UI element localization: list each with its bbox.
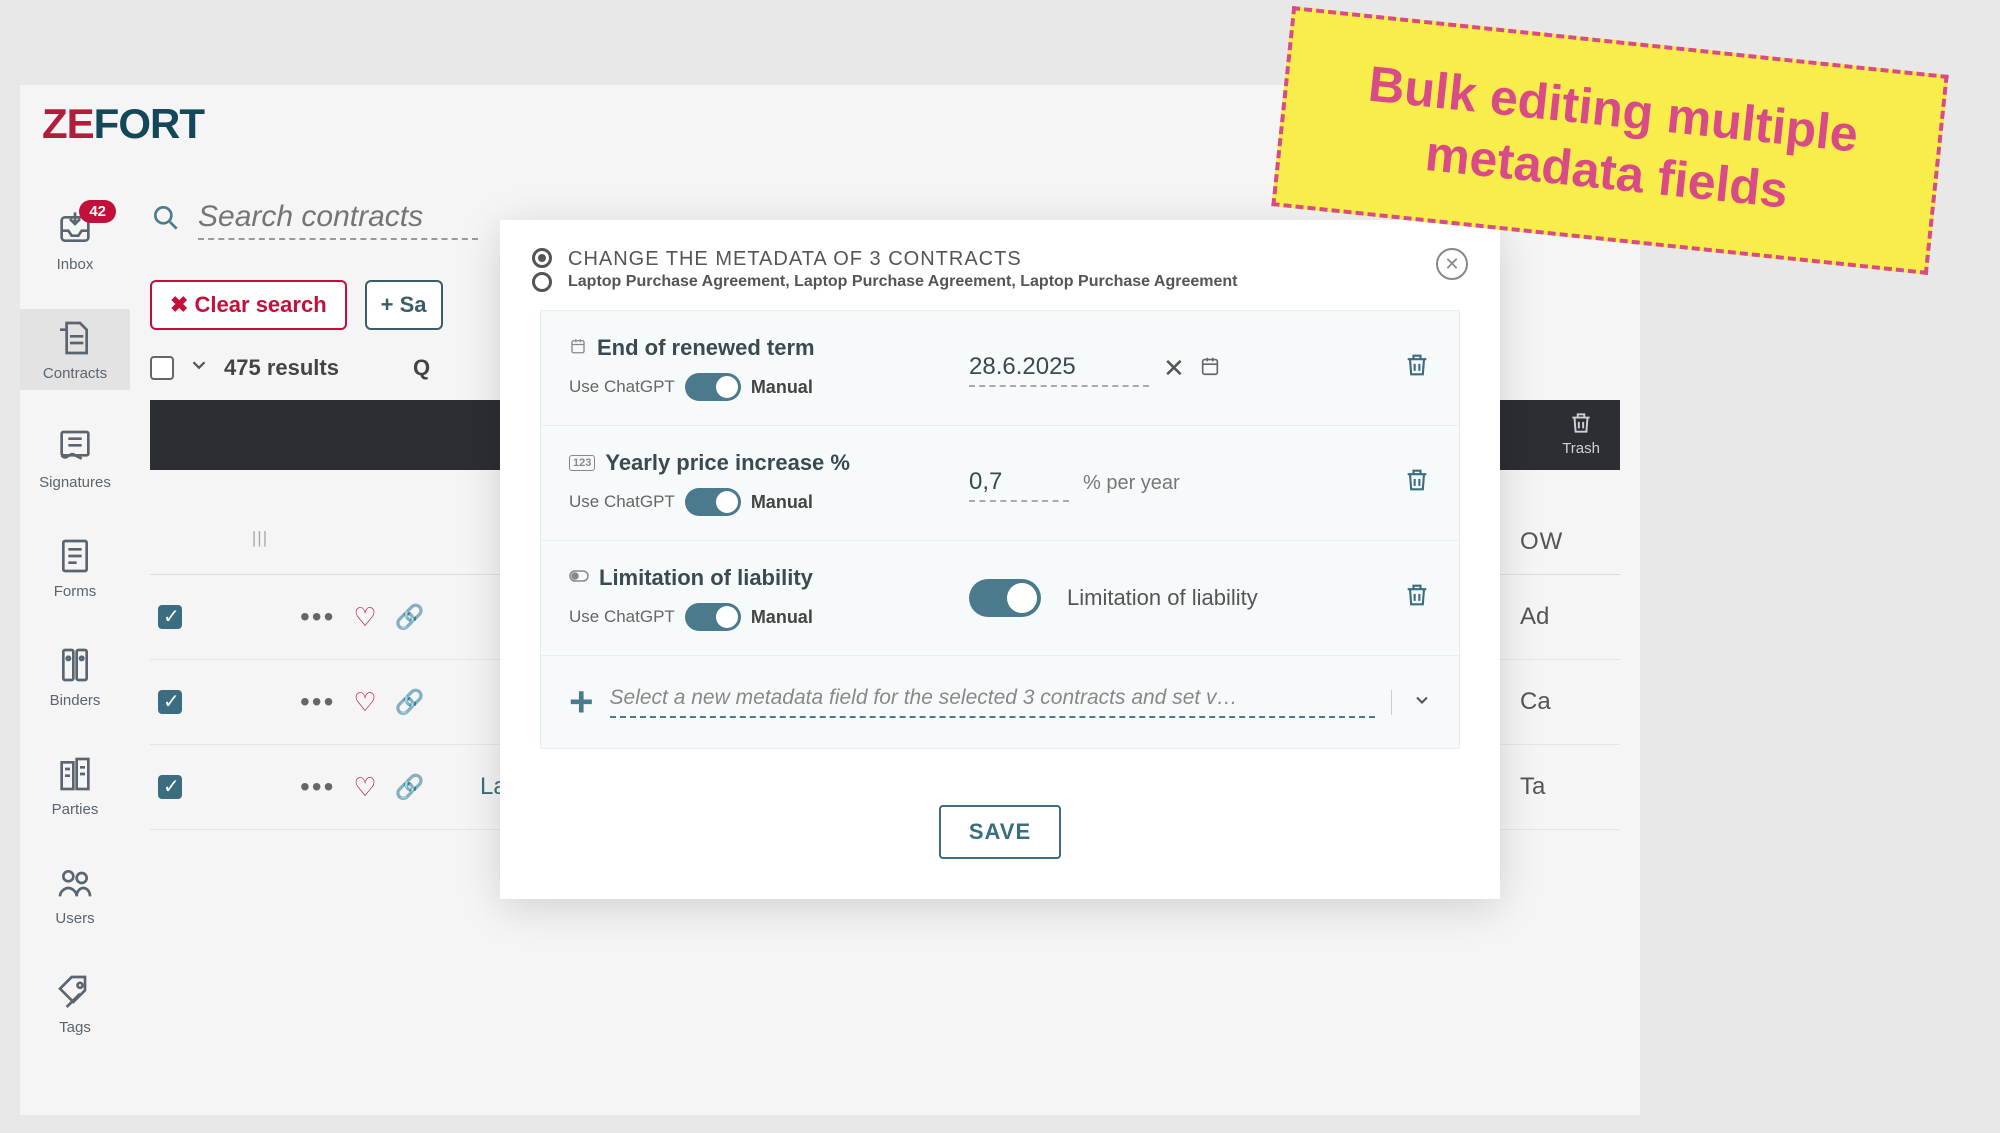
percent-input[interactable] — [969, 464, 1069, 502]
sidebar: 42 Inbox Contracts Signatures Forms Bind… — [20, 200, 130, 1044]
delete-field-icon[interactable] — [1403, 466, 1431, 501]
handle-column: ||| — [220, 528, 300, 556]
inbox-badge: 42 — [79, 200, 116, 223]
tags-label: Tags — [59, 1019, 91, 1036]
sidebar-item-users[interactable]: Users — [20, 854, 130, 935]
metadata-modal: CHANGE THE METADATA OF 3 CONTRACTS Lapto… — [500, 220, 1500, 899]
radio-icon-group — [532, 248, 552, 292]
binders-icon — [54, 644, 96, 686]
clear-icon[interactable]: ✕ — [1163, 353, 1185, 384]
more-icon[interactable]: ••• — [300, 601, 335, 633]
save-button[interactable]: SAVE — [939, 805, 1061, 859]
inbox-label: Inbox — [57, 256, 94, 273]
chevron-down-icon[interactable] — [1391, 690, 1431, 715]
select-all-checkbox[interactable] — [150, 356, 174, 380]
trash-label: Trash — [1562, 440, 1600, 457]
save-search-button[interactable]: + Sa — [365, 280, 443, 330]
field-label: Yearly price increase % — [605, 450, 850, 476]
search-icon[interactable] — [150, 202, 182, 239]
radio-icon — [532, 248, 552, 268]
link-icon[interactable]: 🔗 — [395, 603, 425, 632]
delete-field-icon[interactable] — [1403, 351, 1431, 386]
toggle-icon — [569, 569, 589, 587]
clear-search-button[interactable]: ✖ Clear search — [150, 280, 347, 330]
row-owner: Ta — [1520, 773, 1620, 801]
more-icon[interactable]: ••• — [300, 771, 335, 803]
contracts-icon — [54, 317, 96, 359]
results-count: 475 results — [224, 355, 339, 381]
date-input[interactable] — [969, 349, 1149, 387]
modal-title: CHANGE THE METADATA OF 3 CONTRACTS — [568, 248, 1420, 271]
logo-part2: FORT — [94, 100, 204, 147]
close-button[interactable]: ✕ — [1436, 248, 1468, 280]
modal-header: CHANGE THE METADATA OF 3 CONTRACTS Lapto… — [500, 220, 1500, 310]
users-label: Users — [55, 910, 94, 927]
chevron-down-icon[interactable] — [188, 354, 210, 382]
radio-icon — [532, 272, 552, 292]
heart-icon[interactable]: ♡ — [353, 602, 376, 633]
row-owner: Ca — [1520, 688, 1620, 716]
signatures-icon — [54, 426, 96, 468]
sidebar-item-forms[interactable]: Forms — [20, 527, 130, 608]
heart-icon[interactable]: ♡ — [353, 687, 376, 718]
delete-field-icon[interactable] — [1403, 581, 1431, 616]
modal-footer: SAVE — [500, 777, 1500, 899]
field-label: End of renewed term — [597, 335, 815, 361]
parties-label: Parties — [52, 801, 99, 818]
users-icon — [54, 862, 96, 904]
add-field-placeholder: Select a new metadata field for the sele… — [610, 686, 1375, 718]
chatgpt-label: Use ChatGPT — [569, 607, 675, 627]
sidebar-item-signatures[interactable]: Signatures — [20, 418, 130, 499]
manual-label: Manual — [751, 607, 813, 628]
trash-column[interactable]: Trash — [1562, 410, 1600, 457]
link-icon[interactable]: 🔗 — [395, 773, 425, 802]
field-yearly-price-increase: 123 Yearly price increase % Use ChatGPT … — [540, 426, 1460, 541]
row-owner: Ad — [1520, 603, 1620, 631]
logo-part1: ZE — [42, 100, 94, 147]
forms-label: Forms — [54, 583, 97, 600]
sidebar-item-tags[interactable]: Tags — [20, 963, 130, 1044]
sidebar-item-parties[interactable]: Parties — [20, 745, 130, 826]
chatgpt-label: Use ChatGPT — [569, 492, 675, 512]
field-limitation-of-liability: Limitation of liability Use ChatGPT Manu… — [540, 541, 1460, 656]
calendar-picker-icon[interactable] — [1199, 355, 1221, 382]
number-icon: 123 — [569, 455, 595, 471]
add-metadata-field[interactable]: + Select a new metadata field for the se… — [540, 656, 1460, 749]
liability-toggle[interactable] — [969, 579, 1041, 617]
field-label: Limitation of liability — [599, 565, 813, 591]
row-checkbox[interactable] — [158, 690, 182, 714]
signatures-label: Signatures — [39, 474, 111, 491]
modal-body: End of renewed term Use ChatGPT Manual ✕ — [500, 310, 1500, 777]
owner-column-header: OW — [1520, 528, 1620, 556]
contracts-label: Contracts — [43, 365, 107, 382]
sidebar-item-contracts[interactable]: Contracts — [20, 309, 130, 390]
search-input[interactable] — [198, 200, 478, 240]
manual-label: Manual — [751, 377, 813, 398]
forms-icon — [54, 535, 96, 577]
parties-icon — [54, 753, 96, 795]
plus-icon: + — [569, 678, 594, 726]
logo: ZEFORT — [42, 100, 204, 148]
chatgpt-toggle[interactable] — [685, 373, 741, 401]
sidebar-item-inbox[interactable]: 42 Inbox — [20, 200, 130, 281]
binders-label: Binders — [50, 692, 101, 709]
tags-icon — [54, 971, 96, 1013]
chatgpt-label: Use ChatGPT — [569, 377, 675, 397]
modal-subtitle: Laptop Purchase Agreement, Laptop Purcha… — [568, 273, 1420, 291]
field-end-of-renewed-term: End of renewed term Use ChatGPT Manual ✕ — [540, 310, 1460, 426]
link-icon[interactable]: 🔗 — [395, 688, 425, 717]
row-checkbox[interactable] — [158, 605, 182, 629]
calendar-icon — [569, 337, 587, 360]
chatgpt-toggle[interactable] — [685, 488, 741, 516]
row-checkbox[interactable] — [158, 775, 182, 799]
chatgpt-toggle[interactable] — [685, 603, 741, 631]
manual-label: Manual — [751, 492, 813, 513]
percent-unit: % per year — [1083, 472, 1180, 495]
sidebar-item-binders[interactable]: Binders — [20, 636, 130, 717]
q-label: Q — [413, 355, 430, 381]
heart-icon[interactable]: ♡ — [353, 772, 376, 803]
liability-value: Limitation of liability — [1067, 585, 1258, 611]
more-icon[interactable]: ••• — [300, 686, 335, 718]
